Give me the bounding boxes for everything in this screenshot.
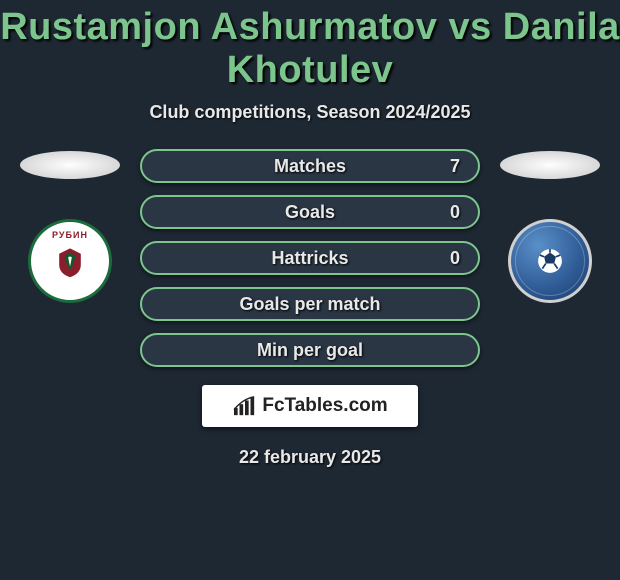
- subtitle: Club competitions, Season 2024/2025: [0, 102, 620, 123]
- stat-label: Goals: [142, 202, 478, 223]
- club-badge-right: [508, 219, 592, 303]
- stat-right-value: 7: [450, 156, 460, 177]
- club-left-label: РУБИН: [52, 230, 88, 240]
- page-title: Rustamjon Ashurmatov vs Danila Khotulev: [0, 0, 620, 92]
- date-text: 22 february 2025: [0, 447, 620, 468]
- stat-label: Goals per match: [142, 294, 478, 315]
- player-right-col: [500, 151, 600, 303]
- stat-row-goals-per-match: Goals per match: [140, 287, 480, 321]
- comparison-row: РУБИН Matches 7 Goals 0 Hattricks 0 Goal…: [0, 151, 620, 367]
- player-right-avatar: [500, 151, 600, 179]
- club-badge-left: РУБИН: [28, 219, 112, 303]
- bar-chart-icon: [232, 395, 258, 417]
- rubin-crest-icon: [52, 243, 88, 279]
- player-left-col: РУБИН: [20, 151, 120, 303]
- stats-column: Matches 7 Goals 0 Hattricks 0 Goals per …: [140, 149, 480, 367]
- stat-row-matches: Matches 7: [140, 149, 480, 183]
- branding-text: FcTables.com: [262, 395, 387, 417]
- stat-label: Min per goal: [142, 340, 478, 361]
- player-left-avatar: [20, 151, 120, 179]
- stat-row-min-per-goal: Min per goal: [140, 333, 480, 367]
- stat-right-value: 0: [450, 202, 460, 223]
- stat-label: Matches: [142, 156, 478, 177]
- stat-row-hattricks: Hattricks 0: [140, 241, 480, 275]
- branding-badge: FcTables.com: [202, 385, 418, 427]
- stat-label: Hattricks: [142, 248, 478, 269]
- stat-row-goals: Goals 0: [140, 195, 480, 229]
- stat-right-value: 0: [450, 248, 460, 269]
